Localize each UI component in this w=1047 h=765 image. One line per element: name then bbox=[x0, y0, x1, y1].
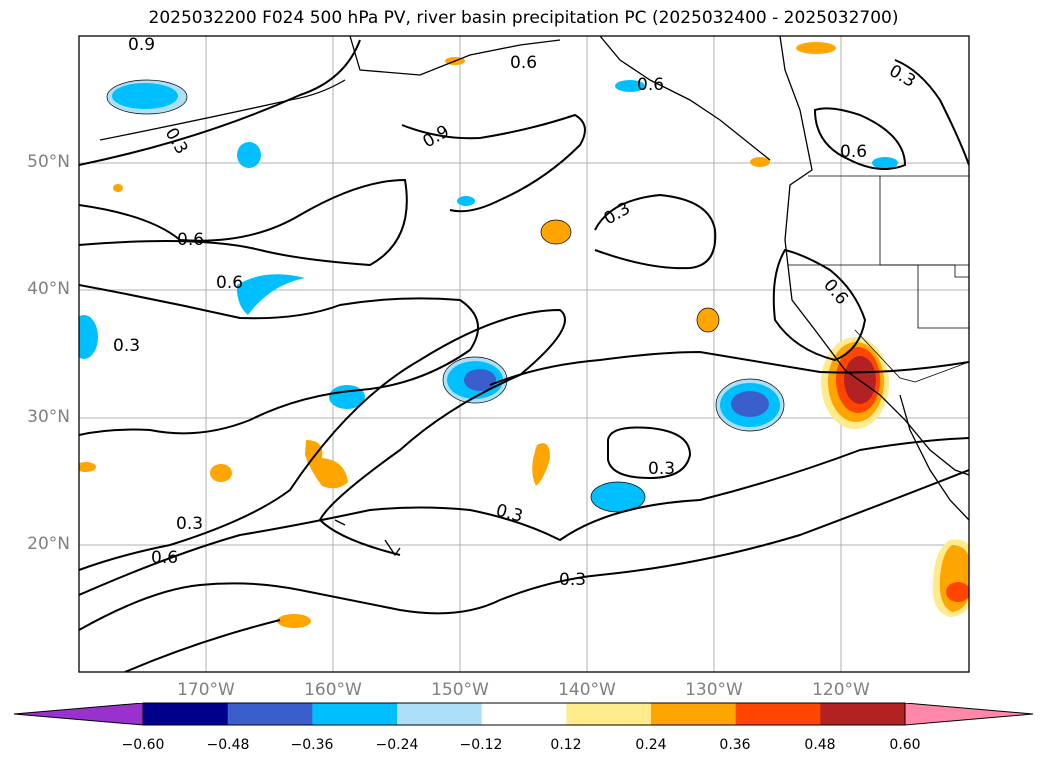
contour-label: 0.3 bbox=[176, 514, 203, 534]
lon-label-130w: 130°W bbox=[685, 680, 743, 700]
lon-label-120w: 120°W bbox=[812, 680, 870, 700]
colorbar-tick-label: 0.36 bbox=[719, 737, 751, 753]
colorbar-tick-label: −0.60 bbox=[121, 737, 165, 753]
contour-label: 0.6 bbox=[819, 275, 852, 309]
contour-label: 0.3 bbox=[113, 336, 140, 356]
pv-contours bbox=[79, 39, 969, 672]
contour-label: 0.9 bbox=[420, 121, 453, 152]
contour-label: 0.6 bbox=[840, 142, 867, 162]
colorbar-segments bbox=[14, 703, 1033, 725]
colorbar-segment bbox=[651, 703, 737, 725]
colorbar-segment bbox=[566, 703, 652, 725]
colorbar-tick-label: −0.12 bbox=[459, 737, 503, 753]
colorbar-tick-label: −0.48 bbox=[206, 737, 250, 753]
contour-label: 0.3 bbox=[648, 459, 675, 479]
contour-label: 0.6 bbox=[216, 273, 243, 293]
lat-label-40: 40°N bbox=[27, 279, 70, 299]
colorbar-extend-high bbox=[905, 703, 1033, 725]
colorbar-segment bbox=[143, 703, 229, 725]
precip-outlines bbox=[106, 79, 785, 513]
coastlines bbox=[99, 36, 969, 557]
map-frame bbox=[78, 35, 970, 673]
lon-label-160w: 160°W bbox=[304, 680, 362, 700]
lon-label-140w: 140°W bbox=[558, 680, 616, 700]
lon-label-150w: 150°W bbox=[431, 680, 489, 700]
lat-label-30: 30°N bbox=[27, 407, 70, 427]
contour-label: 0.6 bbox=[151, 548, 178, 568]
contour-label: 0.3 bbox=[161, 125, 192, 158]
colorbar-segment bbox=[397, 703, 483, 725]
colorbar-segment bbox=[481, 703, 567, 725]
precip-shading bbox=[79, 42, 969, 628]
colorbar-tick-label: 0.60 bbox=[889, 737, 921, 753]
contour-label: 0.3 bbox=[559, 570, 586, 590]
colorbar-tick-label: 0.48 bbox=[804, 737, 836, 753]
colorbar-segment bbox=[227, 703, 313, 725]
colorbar-tick-label: −0.24 bbox=[375, 737, 419, 753]
colorbar-segment bbox=[820, 703, 906, 725]
colorbar-extend-low bbox=[14, 703, 143, 725]
state-borders bbox=[788, 175, 969, 383]
colorbar-segment bbox=[735, 703, 821, 725]
lat-label-50: 50°N bbox=[27, 152, 70, 172]
contour-label: 0.6 bbox=[637, 75, 664, 95]
colorbar-tick-label: 0.12 bbox=[550, 737, 582, 753]
colorbar-tick-label: 0.24 bbox=[635, 737, 667, 753]
colorbar bbox=[13, 702, 1034, 726]
contour-label: 0.9 bbox=[128, 35, 155, 55]
page-title: 2025032200 F024 500 hPa PV, river basin … bbox=[148, 8, 899, 28]
lon-label-170w: 170°W bbox=[177, 680, 235, 700]
colorbar-segment bbox=[312, 703, 398, 725]
contour-label: 0.3 bbox=[601, 198, 634, 229]
lat-label-20: 20°N bbox=[27, 534, 70, 554]
colorbar-tick-label: −0.36 bbox=[290, 737, 334, 753]
contour-label: 0.3 bbox=[494, 501, 525, 527]
contour-labels: 0.9 0.6 0.3 0.9 0.6 0.3 0.6 0.6 0.3 0.3 … bbox=[113, 35, 919, 590]
contour-label: 0.6 bbox=[177, 230, 204, 250]
contour-label: 0.6 bbox=[510, 53, 537, 73]
contour-label: 0.3 bbox=[886, 61, 919, 92]
